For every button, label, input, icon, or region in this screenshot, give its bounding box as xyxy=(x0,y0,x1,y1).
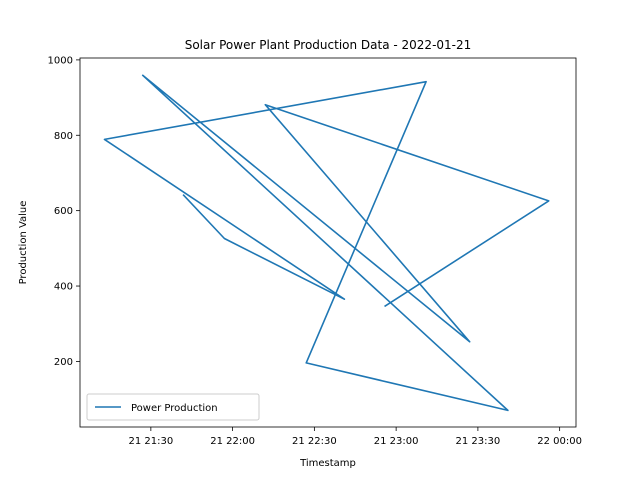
x-tick-label: 21 22:00 xyxy=(210,436,255,447)
x-axis-label: Timestamp xyxy=(299,458,356,469)
y-tick-label: 1000 xyxy=(48,55,73,66)
legend-label: Power Production xyxy=(131,403,218,414)
plot-series xyxy=(104,75,548,410)
x-tick-label: 22 00:00 xyxy=(537,436,582,447)
series-line-power-production xyxy=(105,75,549,410)
chart-title: Solar Power Plant Production Data - 2022… xyxy=(185,38,472,52)
legend: Power Production xyxy=(87,394,259,420)
x-ticks: 21 21:30 21 22:00 21 22:30 21 23:00 21 23:30… xyxy=(128,427,582,447)
x-tick-label: 21 23:30 xyxy=(456,436,501,447)
plot-frame xyxy=(80,58,576,427)
y-axis-label: Production Value xyxy=(18,201,29,285)
x-tick-label: 21 21:30 xyxy=(128,436,173,447)
x-tick-label: 21 22:30 xyxy=(292,436,337,447)
y-tick-label: 600 xyxy=(54,206,73,217)
y-tick-label: 400 xyxy=(54,282,73,293)
y-tick-label: 800 xyxy=(54,131,73,142)
x-tick-label: 21 23:00 xyxy=(374,436,419,447)
y-tick-label: 200 xyxy=(54,357,73,368)
y-ticks: 200 400 600 800 1000 xyxy=(48,55,80,368)
